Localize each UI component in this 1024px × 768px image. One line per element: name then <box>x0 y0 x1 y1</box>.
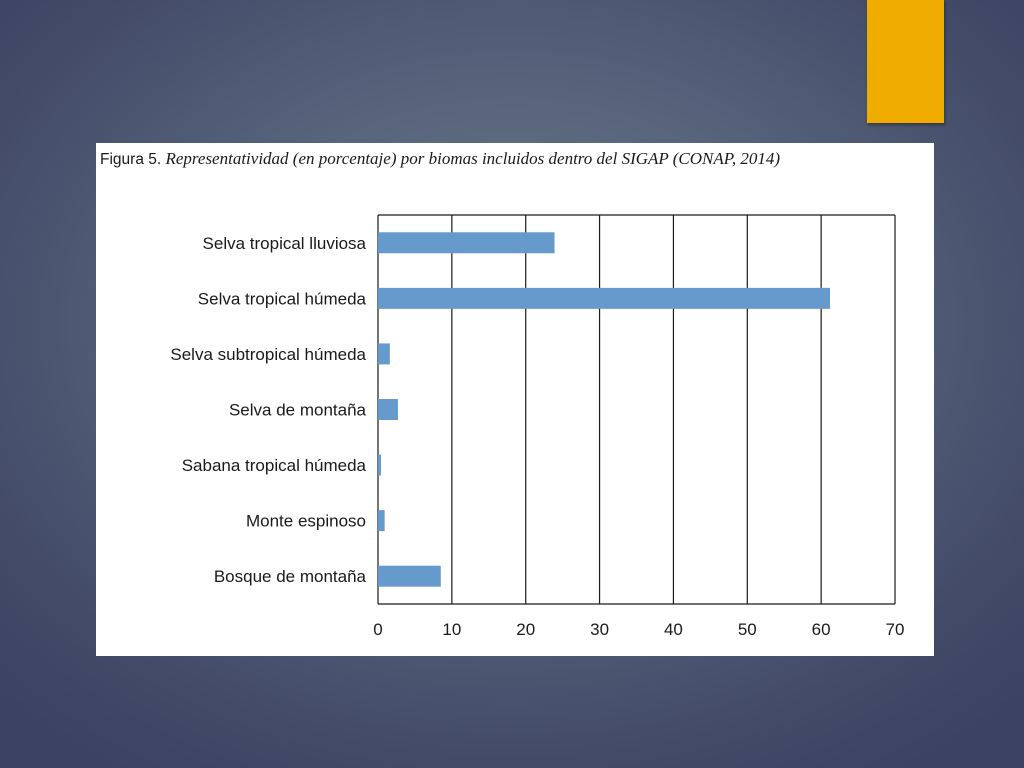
category-label-4: Selva de montaña <box>229 401 367 420</box>
bar-chart: Selva tropical lluviosa Selva tropical hú… <box>170 214 905 639</box>
tick-label-70: 70 <box>886 620 905 639</box>
bar-1 <box>378 232 555 254</box>
caption-text: Representatividad (en porcentaje) por bi… <box>165 149 781 168</box>
bar-2 <box>378 287 831 309</box>
category-label-7: Bosque de montaña <box>214 567 367 586</box>
category-label-3: Selva subtropical húmeda <box>170 345 366 364</box>
tick-label-40: 40 <box>664 620 683 639</box>
category-label-1: Selva tropical lluviosa <box>203 234 367 253</box>
bar-7 <box>378 565 441 587</box>
tick-label-30: 30 <box>590 620 609 639</box>
tick-label-0: 0 <box>373 620 382 639</box>
tick-label-50: 50 <box>738 620 757 639</box>
accent-bar <box>867 0 944 123</box>
tick-label-20: 20 <box>516 620 535 639</box>
category-label-5: Sabana tropical húmeda <box>182 456 367 475</box>
tick-label-60: 60 <box>812 620 831 639</box>
category-label-2: Selva tropical húmeda <box>198 289 367 308</box>
bar-4 <box>378 399 398 420</box>
figure-card: Figura 5. Representatividad (en porcenta… <box>96 143 934 656</box>
bar-5 <box>378 454 381 476</box>
caption-label: Figura 5. <box>100 151 162 168</box>
category-label-6: Monte espinoso <box>246 512 366 531</box>
bar-6 <box>378 510 385 532</box>
bar-3 <box>378 343 390 365</box>
figure-caption: Figura 5. Representatividad (en porcenta… <box>100 149 780 169</box>
tick-label-10: 10 <box>442 620 461 639</box>
